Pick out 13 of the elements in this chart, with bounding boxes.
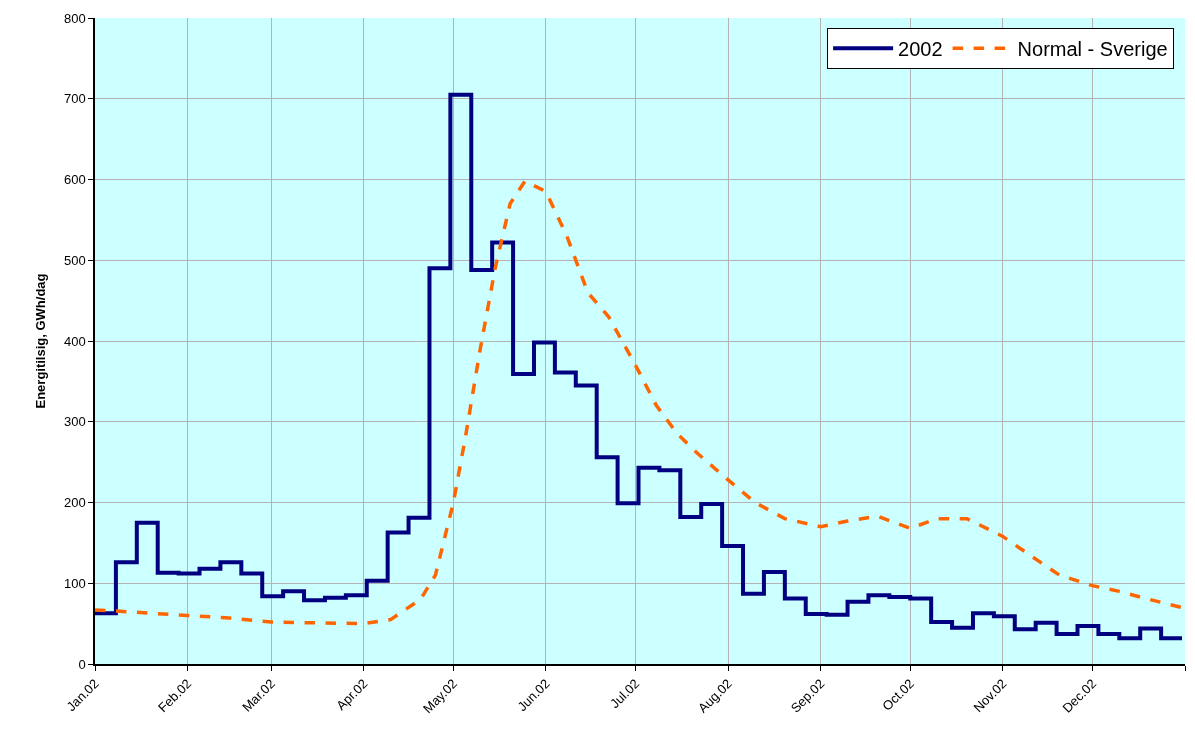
y-tick-label: 400: [63, 333, 86, 349]
legend-label: Normal - Sverige: [1017, 37, 1168, 60]
legend-label: 2002: [898, 37, 943, 60]
y-tick-label: 0: [78, 656, 86, 672]
line-series: [95, 179, 1184, 626]
y-tick-label: 600: [63, 172, 86, 188]
y-tick-label: 200: [63, 495, 86, 511]
y-tick-label: 300: [63, 414, 86, 430]
y-tick-label: 800: [63, 10, 86, 26]
y-tick-label: 500: [63, 252, 86, 268]
y-tick-label: 100: [63, 575, 86, 591]
y-tick-label: 700: [63, 91, 86, 107]
y-axis-title: Energitilsig, GWh/dag: [33, 273, 49, 409]
